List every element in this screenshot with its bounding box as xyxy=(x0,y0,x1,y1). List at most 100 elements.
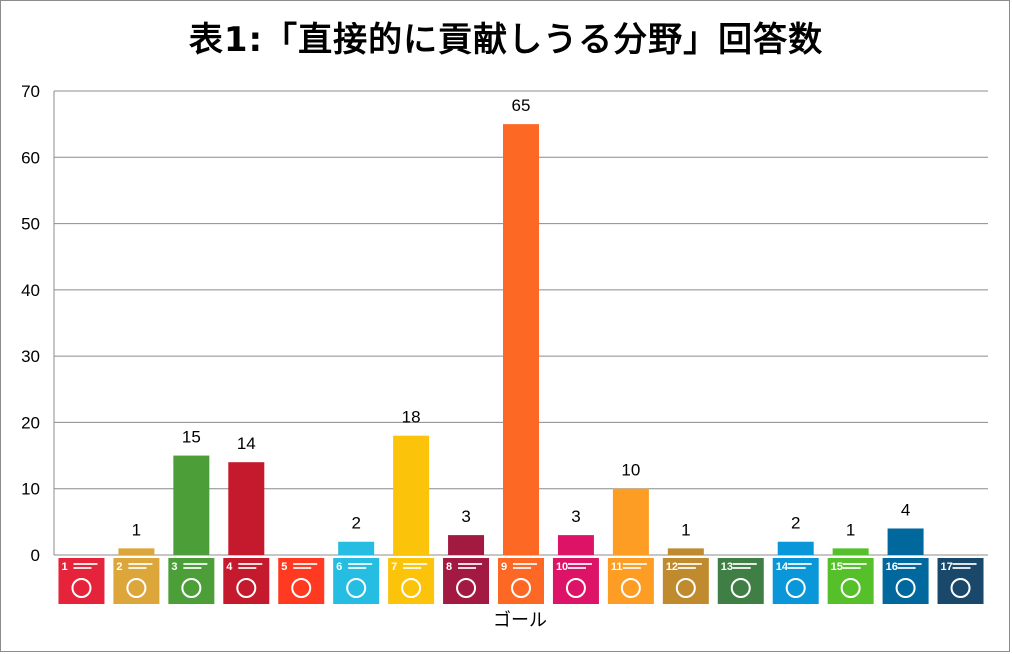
energy-icon: 7 xyxy=(388,558,435,604)
bar-goal-15 xyxy=(832,548,869,555)
icon-caption xyxy=(238,567,257,569)
icon-caption xyxy=(732,567,751,569)
icon-caption xyxy=(458,567,477,569)
x-axis-label: ゴール xyxy=(493,610,547,631)
water-icon: 6 xyxy=(333,558,380,604)
icon-pictogram xyxy=(71,578,92,598)
growth-icon: 8 xyxy=(443,558,490,604)
data-label: 1 xyxy=(846,520,855,539)
icon-pictogram xyxy=(785,578,806,598)
gender-icon: 5 xyxy=(278,558,325,604)
industry-icon: 9 xyxy=(498,558,544,604)
icon-number: 15 xyxy=(831,561,843,573)
data-label: 18 xyxy=(402,408,421,427)
icon-number: 4 xyxy=(226,561,233,573)
icon-pictogram xyxy=(346,578,367,598)
y-tick-label: 70 xyxy=(21,82,40,101)
data-label: 1 xyxy=(681,520,690,539)
climate-icon: 13 xyxy=(717,558,764,604)
bar-goal-9 xyxy=(503,124,539,556)
poverty-icon: 1 xyxy=(58,558,105,604)
data-label: 2 xyxy=(791,514,800,533)
icon-caption xyxy=(897,563,922,565)
bars xyxy=(118,124,924,556)
icon-number: 6 xyxy=(336,561,342,573)
icon-caption xyxy=(952,567,971,569)
bar-goal-4 xyxy=(228,462,265,555)
icon-caption xyxy=(567,563,592,565)
bar-goal-12 xyxy=(667,548,704,555)
education-icon: 4 xyxy=(223,558,270,604)
icon-caption xyxy=(622,563,647,565)
data-label: 15 xyxy=(182,428,201,447)
icon-caption xyxy=(787,563,812,565)
icon-caption xyxy=(677,567,696,569)
icon-caption xyxy=(128,567,147,569)
icon-caption xyxy=(348,567,367,569)
icon-number: 12 xyxy=(666,561,678,573)
data-label: 1 xyxy=(132,520,141,539)
icon-caption xyxy=(897,567,916,569)
icon-caption xyxy=(622,567,641,569)
bar-goal-7 xyxy=(393,435,430,555)
icon-number: 13 xyxy=(721,561,733,573)
icon-caption xyxy=(293,563,318,565)
y-tick-label: 60 xyxy=(21,148,40,167)
bar-goal-10 xyxy=(557,535,594,555)
bar-goal-3 xyxy=(173,455,210,555)
chart-title: 表1:「直接的に貢献しうる分野」回答数 xyxy=(188,20,824,60)
cities-icon: 11 xyxy=(607,558,654,604)
y-tick-label: 30 xyxy=(21,347,40,366)
icon-pictogram xyxy=(565,578,586,598)
icon-caption xyxy=(787,567,806,569)
icon-number: 1 xyxy=(61,561,67,573)
bar-goal-2 xyxy=(118,548,155,555)
y-tick-label: 50 xyxy=(21,215,40,234)
icon-number: 16 xyxy=(886,561,898,573)
data-label: 10 xyxy=(621,461,640,480)
icon-caption xyxy=(513,563,537,565)
icon-pictogram xyxy=(401,578,422,598)
icon-number: 11 xyxy=(611,561,623,573)
data-label: 65 xyxy=(512,96,531,115)
icon-pictogram xyxy=(511,578,531,598)
icon-number: 17 xyxy=(941,561,953,573)
icon-caption xyxy=(458,563,483,565)
icon-number: 3 xyxy=(171,561,177,573)
icon-pictogram xyxy=(181,578,202,598)
goal-icons: 1 2 3 4 5 6 7 8 9 10 11 12 13 14 15 16 17 xyxy=(58,558,984,604)
icon-caption xyxy=(513,567,531,569)
icon-caption xyxy=(128,563,153,565)
icon-number: 8 xyxy=(446,561,452,573)
land-icon: 15 xyxy=(827,558,874,604)
icon-pictogram xyxy=(675,578,696,598)
icon-pictogram xyxy=(126,578,147,598)
y-tick-label: 40 xyxy=(21,281,40,300)
icon-caption xyxy=(183,567,202,569)
icon-caption xyxy=(73,567,92,569)
icon-caption xyxy=(73,563,98,565)
y-tick-label: 0 xyxy=(31,546,40,565)
y-axis: 0 10 20 30 40 50 60 70 xyxy=(21,82,55,565)
bar-goal-16 xyxy=(887,528,924,555)
partnership-icon: 17 xyxy=(937,558,984,604)
icon-number: 2 xyxy=(116,561,122,573)
health-icon: 3 xyxy=(168,558,215,604)
icon-caption xyxy=(677,563,702,565)
icon-pictogram xyxy=(950,578,971,598)
hunger-icon: 2 xyxy=(113,558,160,604)
bar-goal-14 xyxy=(777,541,814,555)
consumption-icon: 12 xyxy=(662,558,709,604)
icon-pictogram xyxy=(456,578,477,598)
data-label: 3 xyxy=(571,507,580,526)
icon-caption xyxy=(842,563,867,565)
icon-pictogram xyxy=(840,578,861,598)
icon-pictogram xyxy=(236,578,257,598)
y-tick-label: 20 xyxy=(21,413,40,432)
icon-number: 10 xyxy=(556,561,568,573)
icon-caption xyxy=(842,567,861,569)
icon-pictogram xyxy=(730,578,751,598)
icon-pictogram xyxy=(620,578,641,598)
data-label: 3 xyxy=(461,507,470,526)
icon-caption xyxy=(348,563,373,565)
